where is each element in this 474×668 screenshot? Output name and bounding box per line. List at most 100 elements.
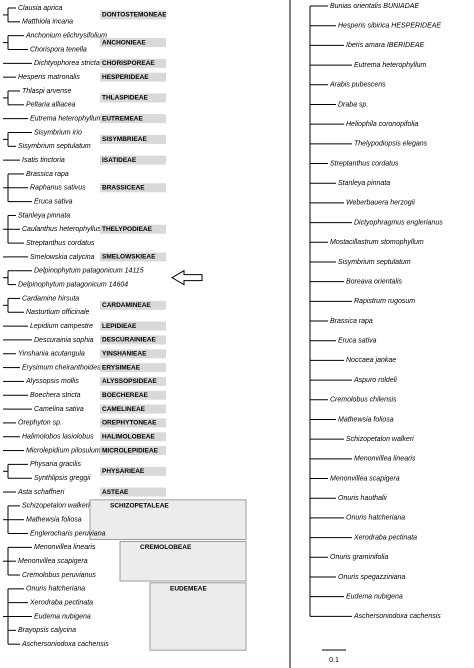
taxon-label: Eutrema heterophyllum xyxy=(354,62,427,69)
tribe-tag xyxy=(100,183,166,193)
tribe-label: SMELOWSKIEAE xyxy=(102,254,156,261)
taxon-label: Weberbauera herzogii xyxy=(346,200,415,207)
taxon-label: Eutrema heterophyllum xyxy=(30,115,103,122)
taxon-label: Xerodraba pectinata xyxy=(353,534,417,541)
tribe-box xyxy=(119,540,247,582)
tribe-tag xyxy=(100,58,166,68)
tribe-tag xyxy=(100,321,166,331)
taxon-label: Aschersoniodoxa cachensis xyxy=(21,641,109,648)
tribe-tag xyxy=(100,224,166,234)
tribe-label: CAMELINEAE xyxy=(102,406,146,413)
taxon-label: Heliophila coronopifolia xyxy=(346,121,418,128)
tribe-label: ANCHONIEAE xyxy=(102,39,146,46)
tribe-label: BRASSICEAE xyxy=(102,185,145,192)
taxon-label: Streptanthus cordatus xyxy=(330,160,399,167)
taxon-label: Cremolobus chilensis xyxy=(330,397,397,404)
taxon-label: Isatis tinctoria xyxy=(22,157,65,164)
taxon-label: Onuris hauthalii xyxy=(338,495,387,502)
tribe-box xyxy=(89,499,247,540)
taxon-label: Thlaspi arvense xyxy=(22,88,72,95)
tribe-label: DESCURAINIEAE xyxy=(102,337,156,344)
taxon-label: Descurainia sophia xyxy=(34,337,94,344)
tribe-label: THELYPODIEAE xyxy=(102,226,153,233)
taxon-label: Lepidium campestre xyxy=(30,323,93,330)
taxon-label: Bunias orientalis BUNIADAE xyxy=(330,3,419,10)
taxon-label: Eruca sativa xyxy=(34,198,73,205)
taxon-label: Menonvillea linearis xyxy=(354,456,416,463)
taxon-label: Menonvillea scapigera xyxy=(18,558,88,565)
taxon-label: Brassica rapa xyxy=(26,171,69,178)
tribe-tag xyxy=(100,376,166,386)
taxon-label: Microlepidium pilosulum xyxy=(26,447,101,454)
taxon-label: Onuris spegazziniana xyxy=(338,574,405,581)
tribe-label: HESPERIDEAE xyxy=(102,74,149,81)
tribe-label: OREPHYTONEAE xyxy=(102,420,157,427)
tribe-tag xyxy=(100,300,166,310)
tribe-tag xyxy=(100,432,166,442)
tribe-label: THLASPIDEAE xyxy=(102,95,149,102)
taxon-label: Onuris graminifolia xyxy=(330,554,388,561)
taxon-label: Arabis pubescens xyxy=(329,82,386,89)
taxon-label: Camelina sativa xyxy=(34,406,84,413)
tribe-tag xyxy=(100,114,166,124)
tribe-label: CHORISPOREAE xyxy=(102,60,155,67)
tribe-tag xyxy=(100,10,166,20)
taxon-label: Delpinophytum patagonicum 14115 xyxy=(34,268,144,275)
tribe-tag xyxy=(100,418,166,428)
taxon-label: Noccaea jankae xyxy=(346,357,396,364)
scale-label: 0.1 xyxy=(329,657,339,664)
arrow xyxy=(171,269,203,286)
taxon-label: Yinshania acutangula xyxy=(18,351,85,358)
tribe-box xyxy=(149,582,247,651)
taxon-label: Hesperis matronalis xyxy=(18,74,80,81)
tribe-tag xyxy=(100,466,166,476)
taxon-label: Eudema nubigena xyxy=(34,613,91,620)
taxon-label: Orephyton sp. xyxy=(18,420,62,427)
tribe-label: CARDAMINEAE xyxy=(102,302,151,309)
tribe-tag xyxy=(100,38,166,48)
tribe-label: YINSHANIEAE xyxy=(102,350,147,357)
tribe-tag xyxy=(100,349,166,359)
taxon-label: Onuris hatcheriana xyxy=(26,586,85,593)
tribe-tag xyxy=(100,390,166,400)
taxon-label: Englerocharis peruviana xyxy=(30,530,106,537)
taxon-label: Peltaria alliacea xyxy=(26,102,76,109)
tribe-tag xyxy=(100,404,166,414)
tribe-tag xyxy=(100,252,166,262)
taxon-label: Brayopsis calycina xyxy=(18,627,76,634)
taxon-label: Clausia aprica xyxy=(18,5,62,12)
taxon-label: Schizopetalon walkeri xyxy=(346,436,414,443)
taxon-label: Aschersoniodoxa cachensis xyxy=(353,613,441,620)
taxon-label: Eruca sativa xyxy=(338,338,377,345)
tribe-label: MICROLEPIDIEAE xyxy=(102,447,159,454)
taxon-label: Rapistrum rugosum xyxy=(354,298,415,305)
tribe-label: ASTEAE xyxy=(102,489,129,496)
taxon-label: Draba sp. xyxy=(338,101,368,108)
tribe-label: EUTREMEAE xyxy=(102,115,143,122)
tribe-tag xyxy=(100,446,166,456)
taxon-label: Sisymbrium irio xyxy=(34,129,82,136)
tribe-label: ALYSSOPSIDEAE xyxy=(102,378,157,385)
tribe-tag xyxy=(100,487,166,497)
taxon-label: Mostacillastrum stomophyllum xyxy=(330,239,424,246)
taxon-label: Mathewsia foliosa xyxy=(338,416,394,423)
taxon-label: Anchonium elichrysifolium xyxy=(25,33,107,40)
tribe-label: HALIMOLOBEAE xyxy=(102,433,155,440)
taxon-label: Chorispora tenella xyxy=(30,46,87,53)
tribe-tag xyxy=(100,335,166,345)
taxon-label: Synthlipsis greggii xyxy=(34,475,91,482)
taxon-label: Eudema nubigena xyxy=(346,593,403,600)
taxon-label: Brassica rapa xyxy=(330,318,373,325)
taxon-label: Caulanthus heterophyllus xyxy=(22,226,101,233)
taxon-label: Dichtyophorea stricta xyxy=(34,60,100,67)
taxon-label: Boechera stricta xyxy=(30,392,81,399)
tribe-tag xyxy=(100,363,166,373)
taxon-label: Streptanthus cordatus xyxy=(26,240,95,247)
taxon-label: Menonvillea scapigera xyxy=(330,475,400,482)
taxon-label: Asta schaffneri xyxy=(17,489,65,496)
tribe-label: ISATIDEAE xyxy=(102,157,137,164)
taxon-label: Dictyophragmus englerianus xyxy=(354,219,443,226)
taxon-label: Onuris hatcheriana xyxy=(346,515,405,522)
taxon-label: Delpinophytum patagonicum 14604 xyxy=(18,281,128,288)
